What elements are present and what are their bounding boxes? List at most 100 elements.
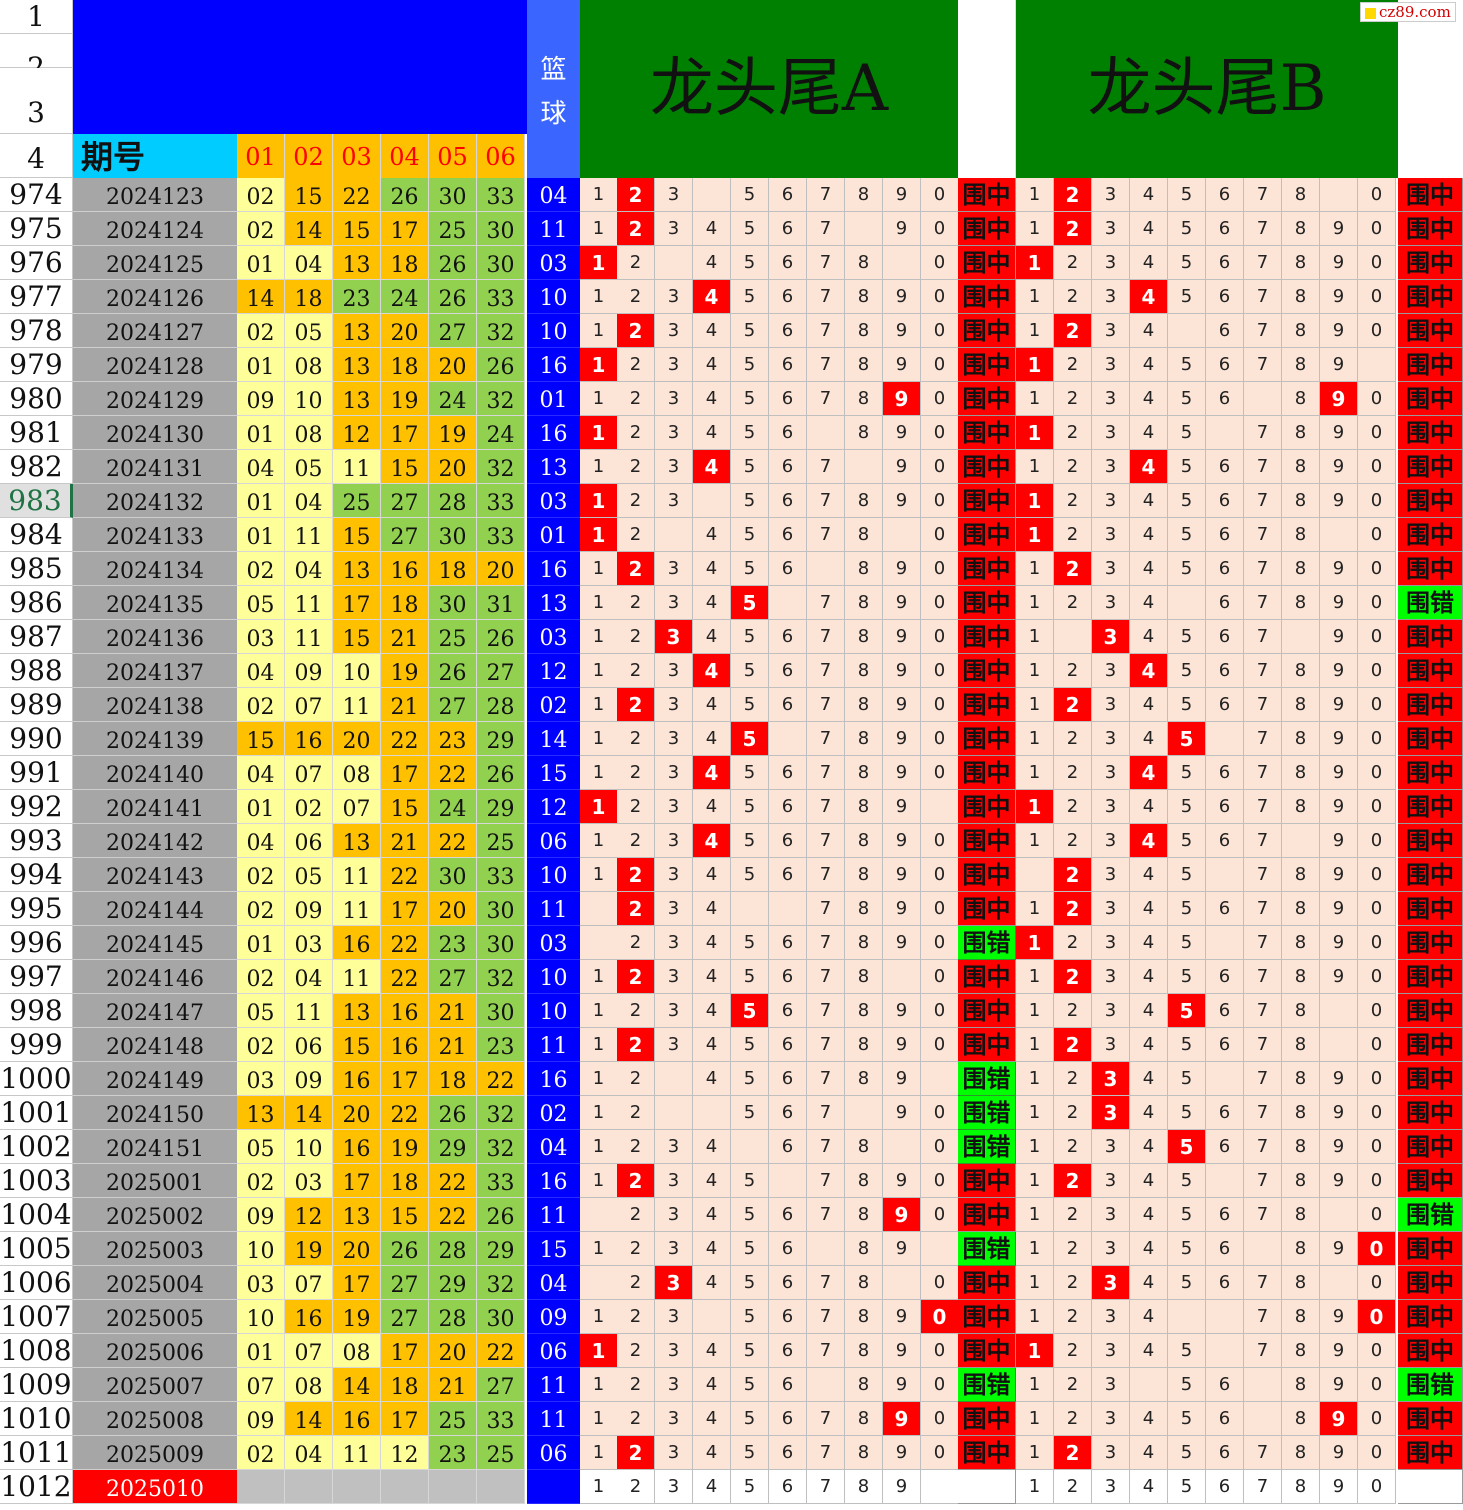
row-number[interactable]: 999 <box>0 1028 73 1062</box>
digit-cell-a[interactable]: 6 <box>769 1096 807 1130</box>
digit-cell-b[interactable]: 9 <box>1320 892 1358 926</box>
digit-cell-b[interactable]: 2 <box>1054 722 1092 756</box>
digit-cell-b[interactable]: 0 <box>1358 1232 1396 1266</box>
digit-cell-b[interactable]: 8 <box>1282 348 1320 382</box>
digit-cell-b[interactable]: 8 <box>1282 1300 1320 1334</box>
row-number[interactable]: 989 <box>0 688 73 722</box>
digit-cell-a[interactable]: 8 <box>845 280 883 314</box>
digit-cell-b[interactable]: 8 <box>1282 1096 1320 1130</box>
basketball-cell[interactable]: 06 <box>527 1436 580 1470</box>
digit-cell-b[interactable]: 3 <box>1092 790 1130 824</box>
digit-cell-b[interactable]: 6 <box>1206 450 1244 484</box>
digit-cell-a[interactable]: 4 <box>693 1334 731 1368</box>
number-cell[interactable]: 29 <box>477 1232 525 1266</box>
digit-cell-b[interactable]: 8 <box>1282 1062 1320 1096</box>
digit-cell-b[interactable]: 2 <box>1054 178 1092 212</box>
digit-cell-a[interactable]: 7 <box>807 1470 845 1504</box>
digit-cell-a[interactable]: 8 <box>845 926 883 960</box>
digit-cell-b[interactable]: 4 <box>1130 314 1168 348</box>
digit-cell-b[interactable] <box>1244 1232 1282 1266</box>
digit-cell-b[interactable]: 3 <box>1092 450 1130 484</box>
digit-cell-b[interactable]: 1 <box>1016 450 1054 484</box>
number-cell[interactable]: 14 <box>285 1402 333 1436</box>
digit-cell-b[interactable]: 7 <box>1244 518 1282 552</box>
digit-cell-a[interactable]: 7 <box>807 348 845 382</box>
number-cell[interactable]: 16 <box>333 1402 381 1436</box>
digit-cell-a[interactable]: 3 <box>655 484 693 518</box>
number-cell[interactable]: 25 <box>429 212 477 246</box>
period-cell[interactable]: 2024130 <box>73 416 237 450</box>
digit-cell-b[interactable]: 3 <box>1092 1368 1130 1402</box>
digit-cell-a[interactable]: 2 <box>617 1334 655 1368</box>
digit-cell-a[interactable]: 4 <box>693 586 731 620</box>
digit-cell-a[interactable]: 0 <box>921 246 959 280</box>
number-cell[interactable]: 32 <box>477 382 525 416</box>
digit-cell-a[interactable]: 8 <box>845 518 883 552</box>
number-cell[interactable]: 02 <box>237 314 285 348</box>
number-cell[interactable]: 09 <box>237 382 285 416</box>
number-cell[interactable]: 30 <box>477 926 525 960</box>
digit-cell-b[interactable] <box>1168 1300 1206 1334</box>
digit-cell-b[interactable]: 9 <box>1320 1164 1358 1198</box>
digit-cell-a[interactable] <box>769 892 807 926</box>
number-cell[interactable]: 20 <box>333 1096 381 1130</box>
basketball-cell[interactable]: 11 <box>527 212 580 246</box>
digit-cell-a[interactable]: 7 <box>807 688 845 722</box>
number-cell[interactable]: 22 <box>477 1334 525 1368</box>
digit-cell-a[interactable]: 5 <box>731 586 769 620</box>
number-cell[interactable]: 22 <box>429 824 477 858</box>
row-number[interactable]: 1007 <box>0 1300 73 1334</box>
digit-cell-a[interactable]: 5 <box>731 994 769 1028</box>
digit-cell-a[interactable]: 7 <box>807 1334 845 1368</box>
number-cell[interactable]: 21 <box>381 824 429 858</box>
number-cell[interactable]: 07 <box>237 1368 285 1402</box>
digit-cell-b[interactable]: 6 <box>1206 1470 1244 1504</box>
digit-cell-b[interactable]: 1 <box>1016 1368 1054 1402</box>
digit-cell-b[interactable]: 5 <box>1168 416 1206 450</box>
digit-cell-b[interactable]: 4 <box>1130 586 1168 620</box>
number-cell[interactable]: 18 <box>285 280 333 314</box>
digit-cell-b[interactable]: 0 <box>1358 790 1396 824</box>
number-cell[interactable]: 11 <box>333 892 381 926</box>
digit-cell-b[interactable]: 8 <box>1282 246 1320 280</box>
digit-cell-b[interactable] <box>1282 824 1320 858</box>
number-cell[interactable]: 18 <box>429 1062 477 1096</box>
digit-cell-a[interactable]: 9 <box>883 484 921 518</box>
digit-cell-a[interactable]: 6 <box>769 994 807 1028</box>
digit-cell-b[interactable]: 4 <box>1130 892 1168 926</box>
digit-cell-b[interactable]: 9 <box>1320 824 1358 858</box>
digit-cell-b[interactable]: 3 <box>1092 1198 1130 1232</box>
digit-cell-a[interactable]: 2 <box>617 1402 655 1436</box>
number-cell[interactable]: 30 <box>477 212 525 246</box>
digit-cell-a[interactable]: 3 <box>655 960 693 994</box>
number-cell[interactable]: 28 <box>477 688 525 722</box>
basketball-cell[interactable] <box>527 1470 580 1504</box>
digit-cell-b[interactable]: 3 <box>1092 1232 1130 1266</box>
digit-cell-b[interactable]: 3 <box>1092 1266 1130 1300</box>
digit-cell-b[interactable] <box>1206 926 1244 960</box>
number-cell[interactable]: 13 <box>237 1096 285 1130</box>
digit-cell-b[interactable] <box>1320 994 1358 1028</box>
digit-cell-b[interactable]: 8 <box>1282 892 1320 926</box>
digit-cell-b[interactable]: 6 <box>1206 1096 1244 1130</box>
digit-cell-a[interactable]: 3 <box>655 1368 693 1402</box>
digit-cell-a[interactable]: 4 <box>693 926 731 960</box>
digit-cell-b[interactable]: 9 <box>1320 1062 1358 1096</box>
digit-cell-a[interactable]: 9 <box>883 722 921 756</box>
digit-cell-b[interactable]: 8 <box>1282 280 1320 314</box>
digit-cell-b[interactable]: 6 <box>1206 1232 1244 1266</box>
digit-cell-b[interactable]: 2 <box>1054 926 1092 960</box>
digit-cell-a[interactable]: 6 <box>769 1198 807 1232</box>
digit-cell-a[interactable]: 1 <box>580 1028 618 1062</box>
basketball-cell[interactable]: 04 <box>527 1266 580 1300</box>
digit-cell-a[interactable]: 3 <box>655 688 693 722</box>
digit-cell-a[interactable]: 0 <box>921 450 959 484</box>
digit-cell-b[interactable]: 4 <box>1130 1470 1168 1504</box>
digit-cell-a[interactable]: 5 <box>731 1368 769 1402</box>
number-cell[interactable]: 13 <box>333 382 381 416</box>
digit-cell-a[interactable]: 3 <box>655 212 693 246</box>
number-cell[interactable]: 20 <box>429 348 477 382</box>
digit-cell-b[interactable]: 1 <box>1016 416 1054 450</box>
digit-cell-a[interactable]: 3 <box>655 552 693 586</box>
digit-cell-b[interactable]: 9 <box>1320 484 1358 518</box>
